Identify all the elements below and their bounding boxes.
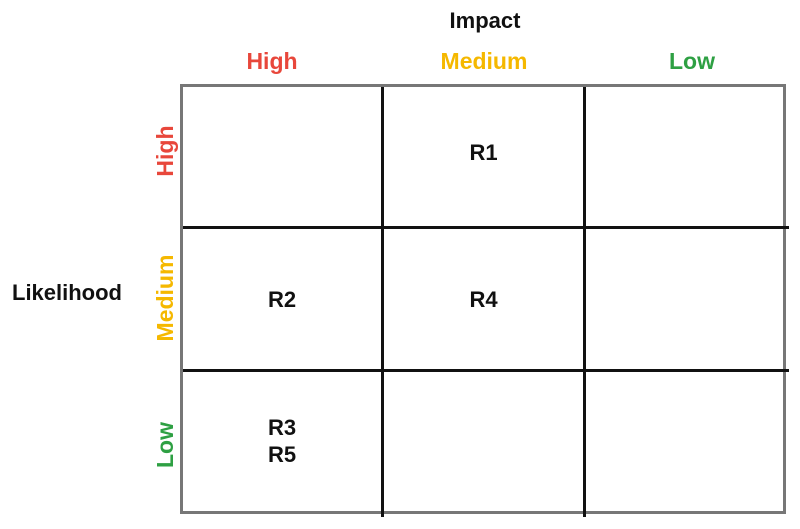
matrix-cell-high-likelihood-high-impact (183, 87, 384, 229)
risk-id: R4 (469, 286, 498, 312)
likelihood-level-high: High (152, 125, 178, 177)
risk-id: R5 (267, 442, 297, 467)
matrix-cell-medium-likelihood-low-impact (586, 229, 789, 372)
impact-level-medium: Medium (440, 48, 528, 74)
matrix-cell-high-likelihood-low-impact (586, 87, 789, 229)
risk-id: R2 (267, 286, 297, 312)
matrix-cell-high-likelihood-medium-impact: R1 (384, 87, 586, 229)
likelihood-level-medium: Medium (152, 254, 178, 342)
matrix-cell-low-likelihood-low-impact (586, 372, 789, 517)
risk-id: R3 (267, 415, 297, 440)
matrix-cell-low-likelihood-medium-impact (384, 372, 586, 517)
risk-matrix-grid: R1 R2 R4 R3 R5 (180, 84, 789, 517)
matrix-cell-medium-likelihood-high-impact: R2 (183, 229, 384, 372)
impact-axis-title: Impact (449, 8, 521, 33)
impact-level-low: Low (669, 48, 715, 74)
likelihood-level-low: Low (152, 422, 178, 468)
likelihood-axis-title: Likelihood (12, 280, 122, 305)
risk-id: R1 (469, 140, 498, 165)
matrix-cell-medium-likelihood-medium-impact: R4 (384, 229, 586, 372)
impact-level-high: High (246, 48, 298, 74)
matrix-cell-low-likelihood-high-impact: R3 R5 (183, 372, 384, 517)
